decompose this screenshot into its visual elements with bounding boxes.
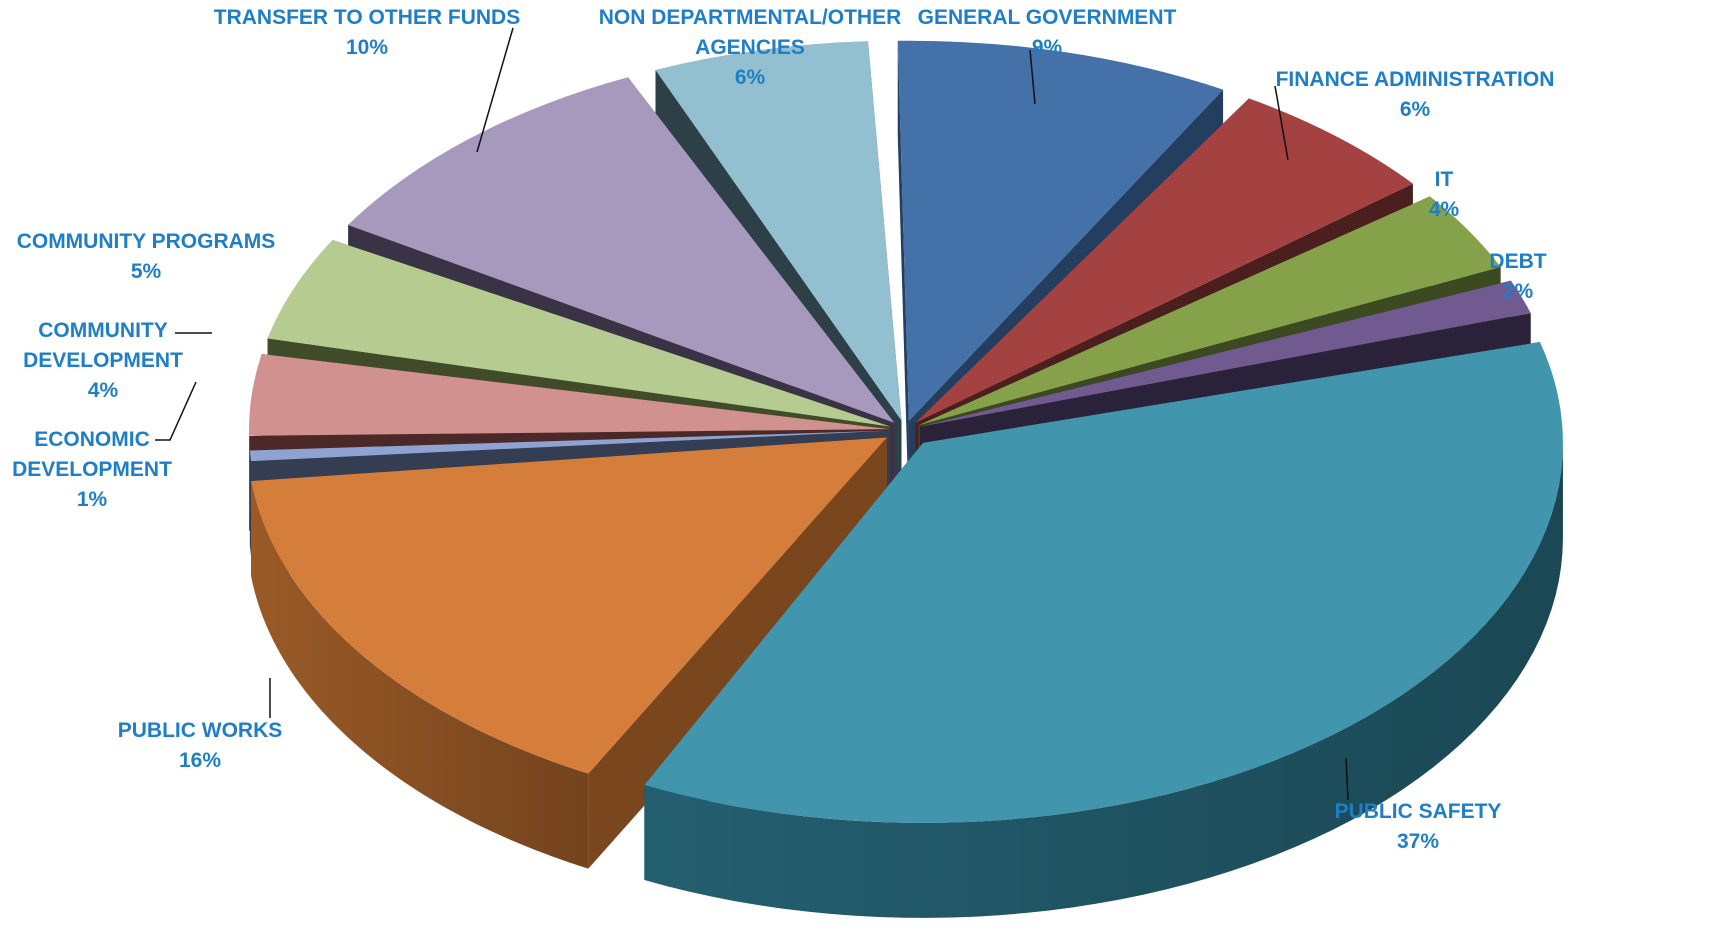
slice-category-label: DEBT <box>1489 250 1546 273</box>
slice-category-label: COMMUNITY <box>38 319 168 342</box>
slice-value-label: 6% <box>1400 98 1431 121</box>
slice-category-label: FINANCE ADMINISTRATION <box>1276 68 1555 91</box>
slice-category-label: DEVELOPMENT <box>23 349 183 372</box>
leader-line <box>155 382 196 440</box>
slice-value-label: 10% <box>346 36 388 59</box>
slice-category-label: COMMUNITY PROGRAMS <box>17 230 276 253</box>
slice-category-label: DEVELOPMENT <box>12 458 172 481</box>
slice-value-label: 16% <box>179 749 221 772</box>
slice-value-label: 4% <box>1429 198 1460 221</box>
slice-value-label: 5% <box>131 260 162 283</box>
slice-category-label: NON DEPARTMENTAL/OTHER <box>599 6 902 29</box>
slice-category-label: AGENCIES <box>695 36 805 59</box>
slice-value-label: 2% <box>1503 280 1534 303</box>
slice-value-label: 9% <box>1032 36 1063 59</box>
slice-category-label: PUBLIC WORKS <box>118 719 283 742</box>
slice-category-label: TRANSFER TO OTHER FUNDS <box>214 6 520 29</box>
slice-category-label: IT <box>1435 168 1454 191</box>
slice-category-label: PUBLIC SAFETY <box>1335 800 1502 823</box>
slice-value-label: 1% <box>77 488 108 511</box>
slice-category-label: GENERAL GOVERNMENT <box>918 6 1177 29</box>
slice-value-label: 4% <box>88 379 119 402</box>
slice-value-label: 37% <box>1397 830 1439 853</box>
slice-value-label: 6% <box>735 66 766 89</box>
slice-category-label: ECONOMIC <box>34 428 150 451</box>
